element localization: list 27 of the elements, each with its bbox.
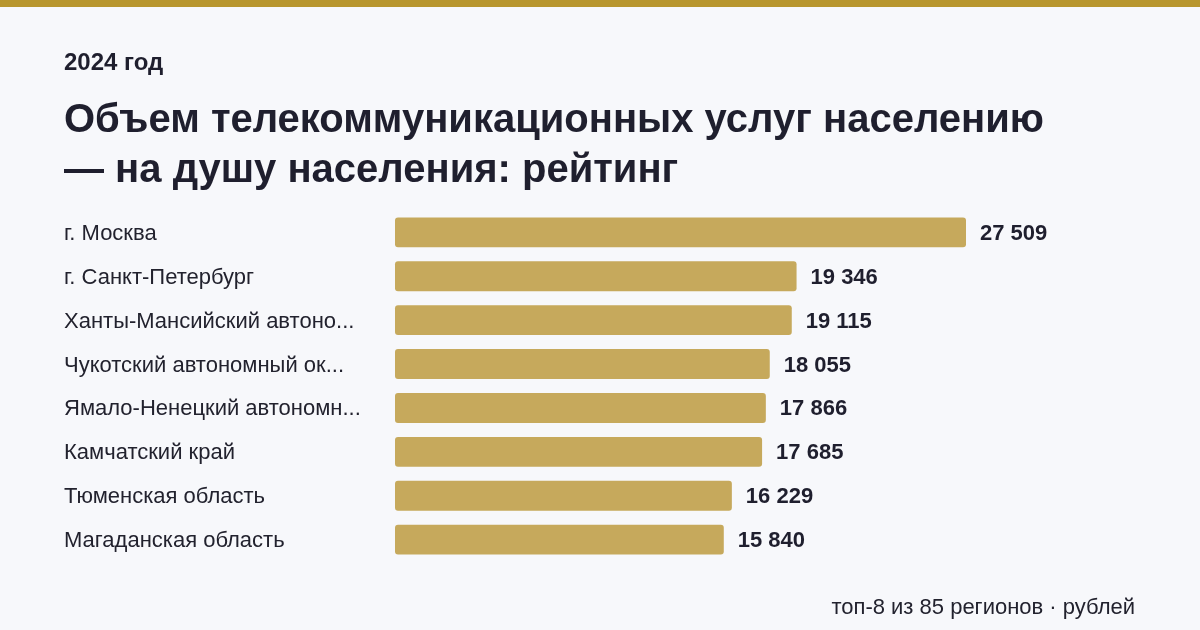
- y-tick-label: Ханты-Мансийский автоно...: [64, 307, 355, 333]
- y-tick-label: г. Санкт-Петербург: [64, 263, 255, 289]
- text: 2024 год: [64, 48, 164, 75]
- bar: [395, 524, 724, 555]
- data-label: 17 685: [776, 439, 844, 465]
- y-tick-label: Камчатский край: [64, 439, 235, 465]
- bar: [395, 305, 792, 336]
- bar: [395, 393, 766, 423]
- data-label: 19 115: [805, 307, 872, 333]
- bar: [395, 217, 966, 248]
- y-tick-label: Тюменская область: [64, 483, 266, 509]
- data-label: 18 055: [783, 351, 852, 377]
- bar: [395, 436, 763, 467]
- chart-title: Объем телекоммуникационных услуг населению — на душу населения: рейтинг: [64, 96, 1044, 190]
- bar: [395, 261, 797, 292]
- y-tick-label: Магаданская область: [64, 527, 285, 553]
- data-label: 15 840: [737, 527, 806, 553]
- text: топ-8 из 85 регионов · рублей: [831, 594, 1135, 619]
- data-label: 17 866: [779, 395, 848, 421]
- y-tick-label: Чукотский автономный ок...: [64, 351, 345, 377]
- data-label: 27 509: [980, 219, 1048, 245]
- data-label: 19 346: [810, 263, 878, 289]
- bar: [395, 480, 732, 511]
- data-label: 16 229: [745, 483, 814, 509]
- y-tick-label: Ямало-Ненецкий автономн...: [64, 395, 361, 421]
- bar: [395, 349, 770, 379]
- y-tick-label: г. Москва: [64, 219, 158, 245]
